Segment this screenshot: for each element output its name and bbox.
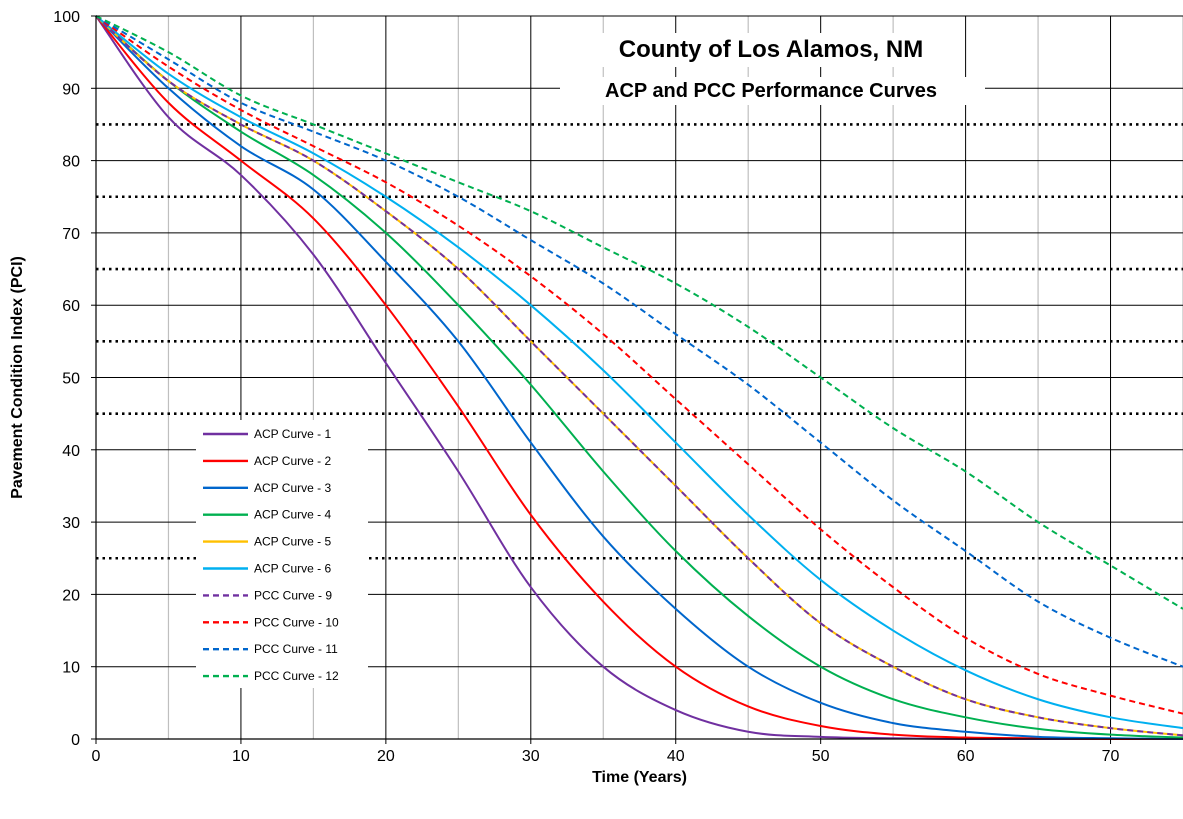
legend-label-pcc-curve-9: PCC Curve - 9 [254,588,332,602]
y-tick-label-50: 50 [62,371,80,388]
y-axis-title: Pavement Condition Index (PCI) [9,256,26,499]
chart-title: County of Los Alamos, NM [619,36,923,63]
series-line-pcc-curve-12 [95,15,1183,610]
title-background [580,33,965,67]
title-block: County of Los Alamos, NM ACP and PCC Per… [560,33,985,105]
chart-subtitle: ACP and PCC Performance Curves [605,80,937,102]
y-tick-label-10: 10 [62,660,80,677]
series-lines [95,15,1183,741]
series-line-acp-curve-6 [95,15,1183,730]
x-tick-label-20: 20 [377,748,395,765]
series-line-acp-curve-3 [95,15,1183,740]
y-tick-label-80: 80 [62,154,80,171]
legend-label-acp-curve-5: ACP Curve - 5 [254,535,331,549]
legend-label-acp-curve-6: ACP Curve - 6 [254,562,331,576]
x-tick-label-30: 30 [522,748,540,765]
series-line-pcc-curve-9 [95,15,1183,737]
x-tick-label-0: 0 [92,748,101,765]
legend-label-acp-curve-2: ACP Curve - 2 [254,454,331,468]
series-line-pcc-curve-11 [95,15,1183,668]
y-tick-label-20: 20 [62,587,80,604]
x-tick-label-40: 40 [667,748,685,765]
legend-label-pcc-curve-12: PCC Curve - 12 [254,669,339,683]
y-tick-label-90: 90 [62,81,80,98]
x-tick-label-50: 50 [812,748,830,765]
subtitle-background [560,77,985,105]
y-tick-label-30: 30 [62,515,80,532]
legend-label-pcc-curve-10: PCC Curve - 10 [254,615,339,629]
series-line-acp-curve-2 [95,15,1183,741]
series-line-pcc-curve-10 [95,15,1183,715]
y-tick-label-100: 100 [53,9,80,26]
y-tick-label-0: 0 [71,732,80,749]
legend-label-acp-curve-3: ACP Curve - 3 [254,481,331,495]
x-tick-label-10: 10 [232,748,250,765]
series-line-acp-curve-4 [95,15,1183,739]
tick-labels: 0 10 20 30 40 50 60 70 0 10 20 30 40 50 60 70 80 90 100 [53,9,1119,765]
x-tick-label-60: 60 [957,748,975,765]
legend-label-acp-curve-4: ACP Curve - 4 [254,508,331,522]
threshold-lines [96,123,1183,560]
y-tick-label-40: 40 [62,443,80,460]
y-tick-label-70: 70 [62,226,80,243]
legend-label-acp-curve-1: ACP Curve - 1 [254,427,331,441]
legend: ACP Curve - 1 ACP Curve - 2 ACP Curve - 3 A… [196,420,368,688]
y-tick-label-60: 60 [62,298,80,315]
x-axis-title: Time (Years) [592,769,687,786]
legend-label-pcc-curve-11: PCC Curve - 11 [254,642,338,656]
x-tick-label-70: 70 [1102,748,1120,765]
legend-items: ACP Curve - 1 ACP Curve - 2 ACP Curve - 3 A… [203,427,339,683]
legend-background [196,420,368,688]
